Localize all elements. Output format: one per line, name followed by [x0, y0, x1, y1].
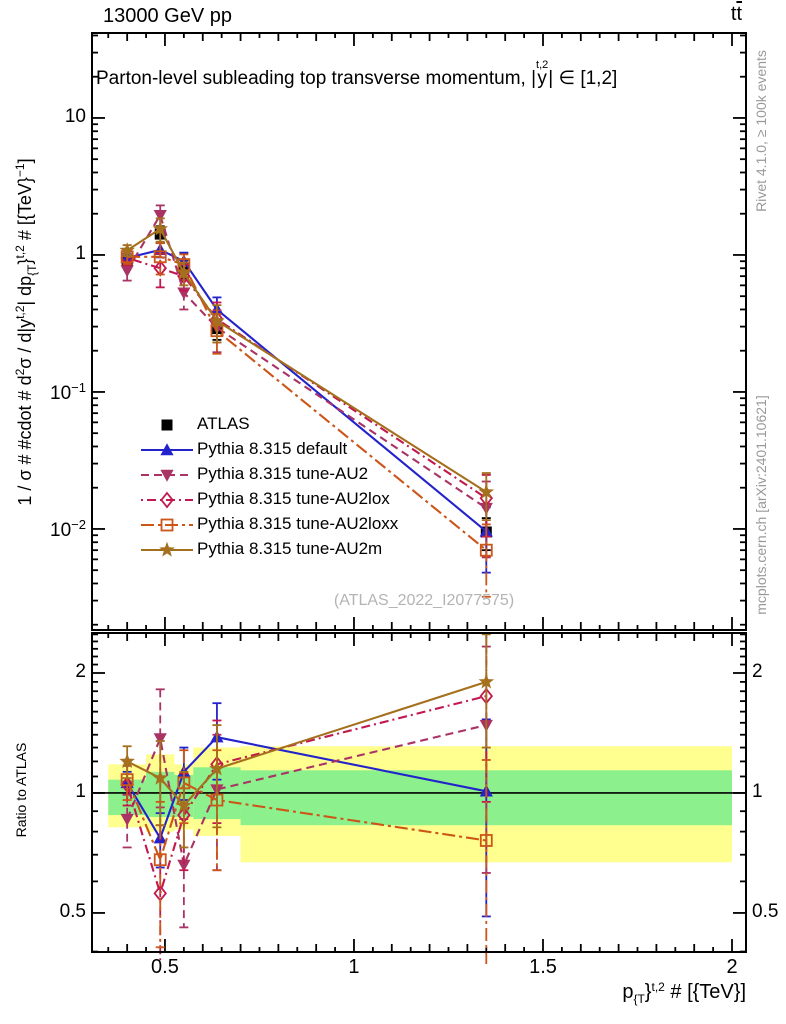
ratio-panel-frame: [91, 632, 747, 953]
ratio-y-tick-label-left-0.5: 0.5: [59, 900, 86, 922]
beam-energy-label: 13000 GeV pp: [103, 5, 232, 27]
legend-label-pythia-au2lox: Pythia 8.315 tune-AU2lox: [197, 489, 390, 508]
x-tick-label-2: 2: [726, 956, 738, 978]
legend-label-pythia-au2m: Pythia 8.315 tune-AU2m: [197, 539, 383, 558]
main-y-tick-label-10−1: 10−1: [50, 379, 86, 404]
legend-label-pythia-au2: Pythia 8.315 tune-AU2: [197, 464, 369, 483]
analysis-id-watermark: (ATLAS_2022_I2077575): [333, 592, 515, 609]
main-y-tick-label-10−2: 10−2: [50, 516, 86, 541]
legend-label-pythia-default: Pythia 8.315 default: [197, 439, 348, 458]
x-tick-label-0.5: 0.5: [151, 956, 179, 978]
legend-marker-pythia-au2: [141, 469, 193, 482]
legend-marker-pythia-default: [141, 443, 193, 456]
ratio-y-tick-label-left-2: 2: [75, 661, 86, 682]
ratio-uncertainty-bands: [108, 746, 733, 863]
plot-title: Parton-level subleading top transverse m…: [96, 59, 618, 90]
main-panel-frame: [91, 32, 747, 631]
main-y-tick-label-1: 1: [75, 242, 86, 264]
ratio-y-tick-label-right-1: 1: [752, 780, 763, 802]
x-axis-label: p{T}t,2 # [{TeV}]: [622, 980, 746, 1006]
ratio-y-tick-label-right-0.5: 0.5: [752, 900, 779, 922]
axis-ticks: [92, 33, 746, 953]
x-tick-label-1.5: 1.5: [529, 956, 557, 978]
legend-label-pythia-au2loxx: Pythia 8.315 tune-AU2loxx: [197, 514, 399, 533]
main-panel-series: [119, 204, 495, 598]
ratio-y-tick-label-left-1: 1: [75, 780, 86, 802]
y-axis-label: 1 / σ # #cdot # d2σ / d|yt,2| dp{T}t,2 #…: [13, 158, 39, 506]
series-pythia-au2m: [119, 633, 495, 849]
legend-label-atlas: ATLAS: [197, 414, 250, 433]
legend-marker-pythia-au2lox: [141, 491, 193, 509]
x-tick-label-1: 1: [348, 956, 360, 978]
process-label: tt: [730, 3, 742, 25]
main-y-tick-label-10: 10: [64, 105, 86, 127]
ratio-panel-series: [119, 633, 495, 964]
mcplots-note: mcplots.cern.ch [arXiv:2401.10621]: [753, 395, 769, 615]
legend-marker-atlas: [161, 419, 173, 431]
ratio-y-tick-label-right-2: 2: [752, 661, 763, 682]
series-pythia-au2m: [119, 217, 495, 522]
legend-marker-pythia-au2m: [141, 541, 193, 557]
rivet-version-note: Rivet 4.1.0, ≥ 100k events: [753, 50, 769, 212]
legend-marker-pythia-au2loxx: [141, 518, 193, 532]
